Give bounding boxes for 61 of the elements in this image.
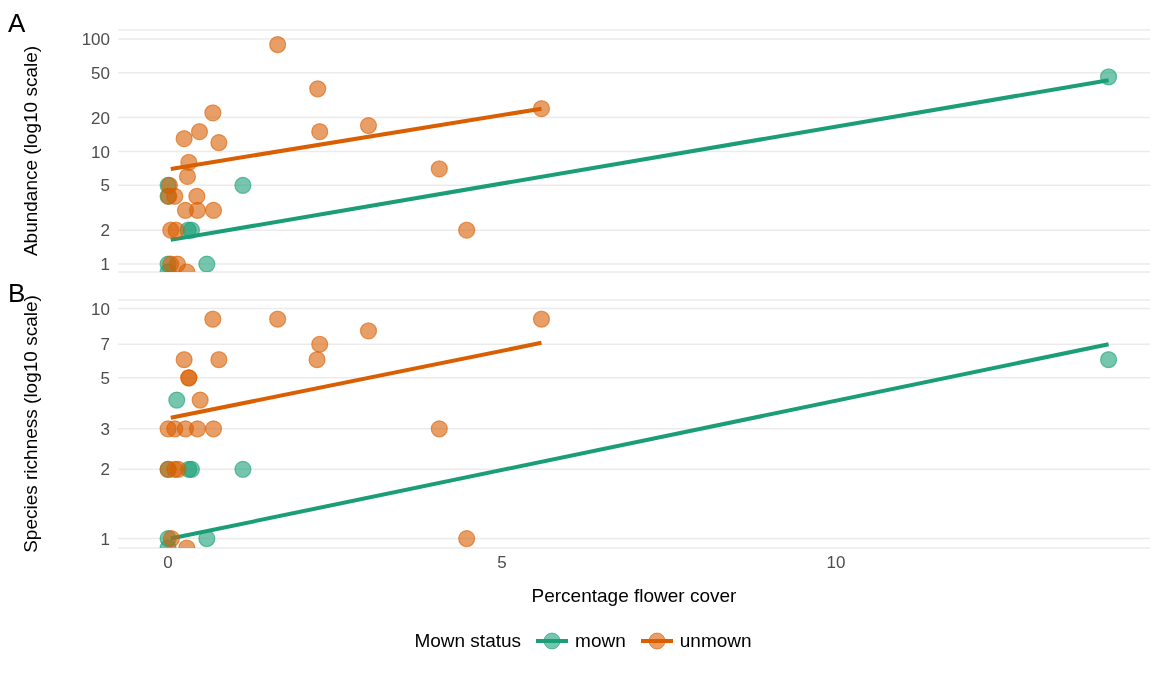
y-tick-label: 2	[100, 221, 110, 241]
y-tick-label: 10	[91, 299, 110, 319]
point	[269, 310, 287, 328]
point	[1099, 68, 1118, 86]
point	[175, 351, 193, 369]
point	[308, 351, 326, 369]
point	[204, 310, 222, 328]
x-tick-label: 10	[826, 553, 846, 573]
legend-title: Mown status	[414, 630, 522, 652]
point	[359, 322, 378, 340]
point	[190, 123, 209, 141]
text: A	[8, 8, 26, 39]
y-tick-label: 7	[100, 335, 110, 355]
point	[458, 529, 476, 548]
legend-label: mown	[575, 630, 626, 652]
point	[166, 187, 184, 205]
point	[191, 391, 209, 409]
y-tick-label: 50	[91, 63, 110, 83]
point	[210, 133, 228, 152]
point	[204, 420, 223, 438]
point	[359, 116, 378, 135]
y-tick-label: 1	[100, 529, 110, 549]
point	[210, 351, 228, 369]
y-axis-title: Abundance (log10 scale)	[19, 45, 41, 257]
point	[458, 221, 476, 239]
point	[188, 201, 207, 219]
point	[234, 460, 252, 478]
point	[180, 153, 198, 171]
point	[269, 36, 287, 54]
point	[311, 123, 329, 141]
point	[309, 80, 327, 98]
point	[188, 420, 207, 438]
x-tick-label: 5	[497, 553, 507, 573]
y-tick-label: 20	[91, 108, 110, 128]
point	[430, 420, 448, 438]
y-tick-label: 3	[100, 419, 110, 439]
x-axis-title: Percentage flower cover	[531, 585, 738, 606]
point	[311, 335, 329, 353]
y-tick-label: 100	[81, 29, 110, 49]
point	[204, 201, 223, 219]
y-tick-label: 10	[91, 142, 110, 162]
y-tick-label: 2	[100, 460, 110, 480]
legend-label: unmown	[679, 630, 752, 652]
point	[532, 100, 551, 118]
point	[182, 221, 201, 239]
point	[1099, 351, 1118, 369]
point	[167, 221, 185, 239]
point	[234, 176, 252, 194]
point	[532, 310, 551, 328]
point	[188, 187, 206, 205]
point	[175, 130, 193, 148]
y-tick-label: 5	[100, 368, 110, 388]
point	[178, 167, 197, 186]
point	[168, 391, 186, 409]
point	[198, 255, 216, 272]
x-tick-label: 0	[163, 553, 173, 573]
point	[204, 104, 222, 122]
point	[430, 160, 448, 178]
y-tick-label: 1	[100, 255, 110, 275]
point	[162, 529, 181, 548]
y-tick-label: 5	[100, 176, 110, 196]
